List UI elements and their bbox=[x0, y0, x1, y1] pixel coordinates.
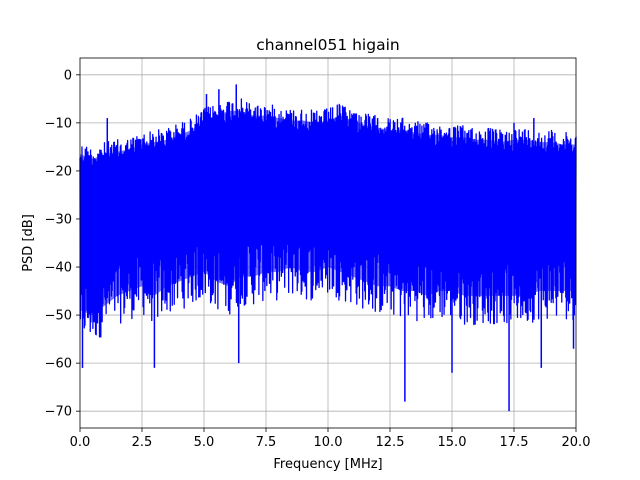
x-tick-label: 15.0 bbox=[438, 435, 467, 450]
x-tick-label: 7.5 bbox=[256, 435, 277, 450]
x-axis-ticks: 0.0 2.5 5.0 7.5 10.0 12.5 15.0 17.5 20.0 bbox=[70, 428, 591, 450]
y-tick-label: −40 bbox=[45, 261, 72, 276]
y-tick-label: −10 bbox=[45, 116, 72, 131]
y-tick-label: −50 bbox=[45, 309, 72, 324]
y-axis-label: PSD [dB] bbox=[21, 214, 36, 272]
y-tick-label: −70 bbox=[45, 405, 72, 420]
x-tick-label: 5.0 bbox=[194, 435, 215, 450]
x-tick-label: 0.0 bbox=[70, 435, 91, 450]
psd-trace bbox=[79, 84, 577, 412]
chart-title: channel051 higain bbox=[256, 36, 399, 54]
x-tick-label: 10.0 bbox=[314, 435, 343, 450]
y-tick-label: −20 bbox=[45, 164, 72, 179]
y-tick-label: −60 bbox=[45, 357, 72, 372]
y-tick-label: 0 bbox=[64, 68, 72, 83]
y-axis-ticks: 0 −10 −20 −30 −40 −50 −60 −70 bbox=[45, 68, 80, 420]
x-axis-label: Frequency [MHz] bbox=[273, 457, 382, 472]
x-tick-label: 2.5 bbox=[132, 435, 153, 450]
x-tick-label: 20.0 bbox=[562, 435, 591, 450]
x-tick-label: 12.5 bbox=[376, 435, 405, 450]
x-tick-label: 17.5 bbox=[500, 435, 529, 450]
y-tick-label: −30 bbox=[45, 212, 72, 227]
